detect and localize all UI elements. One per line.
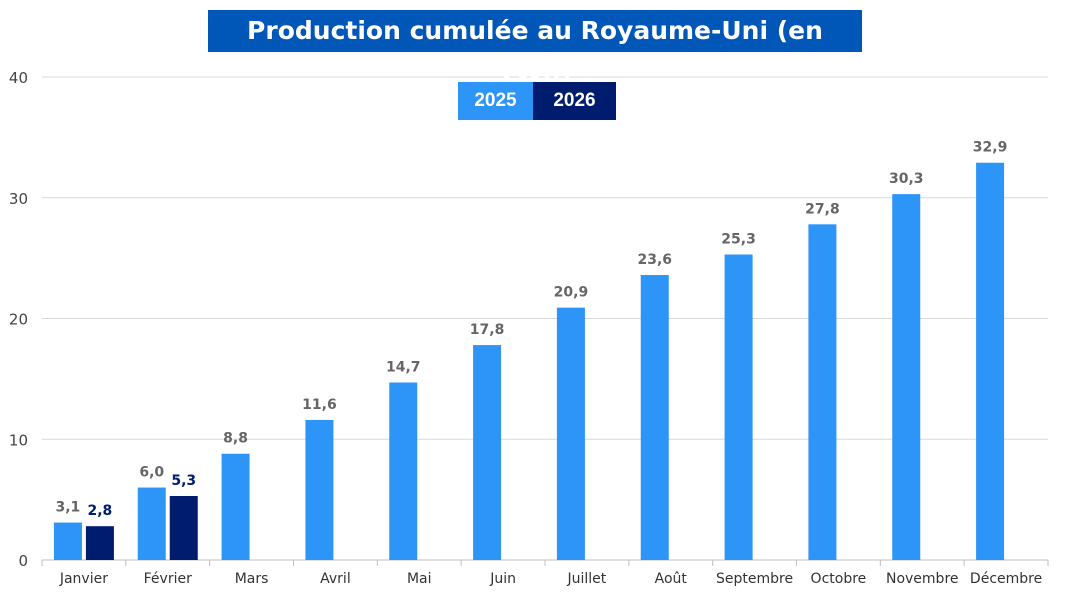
chart-title: Production cumulée au Royaume-Uni (en TW…	[208, 10, 862, 87]
data-label: 5,3	[171, 473, 196, 489]
data-label: 2,8	[88, 503, 113, 519]
bar-2026	[169, 496, 198, 560]
x-tick-label: Décembre	[970, 571, 1042, 587]
y-tick-label: 0	[18, 552, 28, 570]
bar-2025	[976, 162, 1005, 561]
data-label: 32,9	[973, 140, 1008, 156]
legend: 2025 2026	[458, 82, 616, 120]
bar-2025	[53, 522, 82, 560]
x-tick-label: Mai	[407, 571, 432, 587]
x-tick-label: Novembre	[886, 571, 959, 587]
bar-2025	[640, 275, 669, 560]
bar-2025	[556, 307, 585, 560]
bar-2025	[305, 419, 334, 560]
bar-2025	[221, 453, 250, 560]
legend-item-2025[interactable]: 2025	[458, 82, 533, 120]
data-label: 27,8	[805, 201, 840, 217]
y-tick-label: 30	[9, 190, 28, 208]
x-tick-label: Juillet	[567, 571, 607, 587]
x-tick-label: Septembre	[716, 571, 793, 587]
data-label: 3,1	[56, 500, 81, 516]
bar-2025	[473, 345, 502, 560]
y-tick-label: 10	[9, 431, 28, 449]
data-label: 17,8	[470, 322, 505, 338]
data-label: 11,6	[302, 397, 337, 413]
bar-2025	[808, 224, 837, 560]
bar-2026	[85, 526, 114, 560]
data-label: 20,9	[554, 285, 589, 301]
bar-2025	[724, 254, 753, 560]
data-label: 25,3	[721, 232, 756, 248]
x-tick-label: Octobre	[811, 571, 867, 587]
x-tick-label: Mars	[235, 571, 269, 587]
bar-2025	[892, 194, 921, 560]
x-tick-label: Janvier	[59, 571, 108, 587]
data-label: 30,3	[889, 171, 924, 187]
y-tick-label: 20	[9, 311, 28, 329]
data-label: 8,8	[223, 431, 248, 447]
data-label: 6,0	[139, 465, 164, 481]
data-label: 14,7	[386, 359, 421, 375]
x-tick-label: Février	[144, 571, 192, 587]
bar-2025	[137, 487, 166, 560]
data-label: 23,6	[637, 252, 672, 268]
legend-item-2026[interactable]: 2026	[533, 82, 616, 120]
x-tick-label: Avril	[320, 571, 351, 587]
x-tick-label: Août	[655, 571, 688, 587]
bar-2025	[389, 382, 418, 560]
x-tick-label: Juin	[489, 571, 516, 587]
y-tick-label: 40	[9, 69, 28, 87]
